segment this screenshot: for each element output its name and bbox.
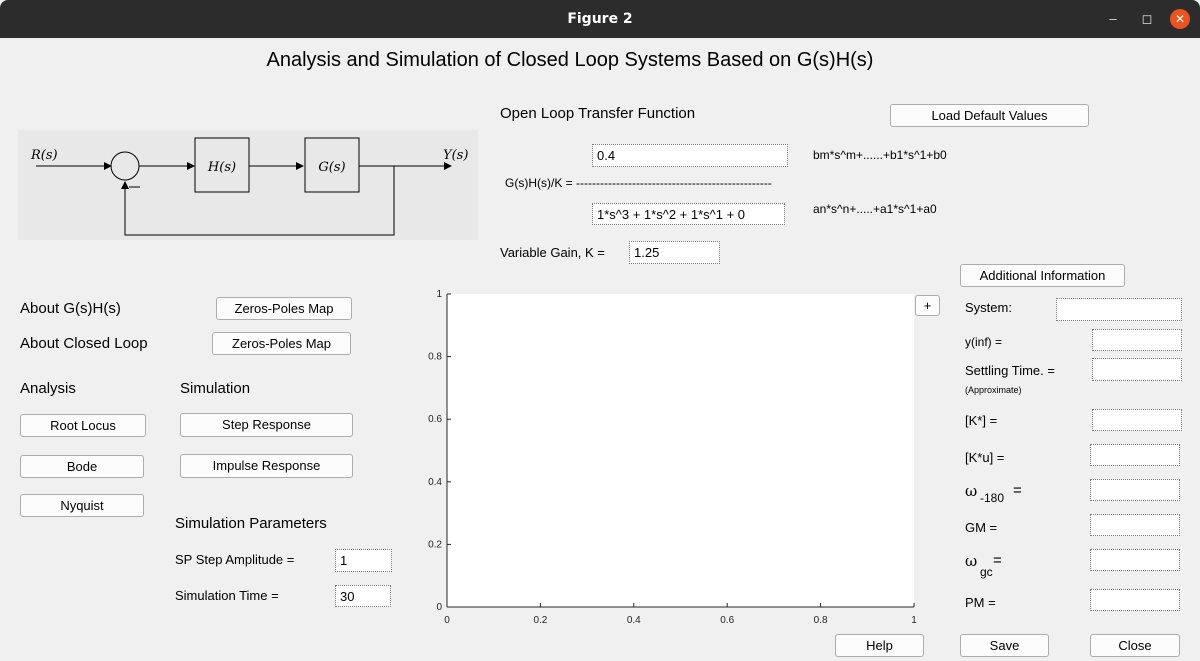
load-default-button[interactable]: Load Default Values [890,104,1089,127]
y-tick-label: 1 [436,289,442,300]
analysis-heading: Analysis [20,380,76,397]
h-block [194,137,250,193]
kstar-field [1092,409,1182,431]
yinf-field [1092,329,1182,351]
settling-time-field [1092,358,1182,381]
step-amp-field[interactable]: 1 [335,549,392,572]
omega-180-subscript: -180 [980,491,1005,505]
minimize-icon[interactable]: – [1109,11,1117,26]
y-tick-label: 0.8 [428,352,442,363]
expand-plot-button[interactable]: + [915,295,940,316]
ku-field [1090,444,1180,466]
nyquist-button[interactable]: Nyquist [20,494,144,517]
bode-button[interactable]: Bode [20,455,144,478]
simulation-heading: Simulation [180,380,251,397]
x-tick-label: 1 [911,615,917,626]
zeros-poles-gh-button[interactable]: Zeros-Poles Map [216,297,352,320]
omega-gc-symbol: ω [965,552,978,570]
y-tick-label: 0.4 [428,477,442,488]
impulse-response-button[interactable]: Impulse Response [180,454,353,478]
help-button[interactable]: Help [835,634,924,657]
maximize-icon[interactable]: ◻ [1141,11,1153,26]
x-tick-label: 0.8 [814,615,828,626]
g-block-label: G(s) [318,160,345,175]
page-title: Analysis and Simulation of Closed Loop S… [266,49,874,71]
numerator-field[interactable]: 0.4 [592,144,788,167]
about-gh-label: About G(s)H(s) [20,300,121,317]
denominator-hint: an*s^n+.....+a1*s^1+a0 [813,202,937,216]
plot-axes[interactable] [447,294,914,607]
close-icon[interactable]: ✕ [1170,9,1190,29]
fraction-label: G(s)H(s)/K = ---------------------------… [505,176,772,190]
omega-180-field [1090,479,1180,501]
sim-time-field[interactable]: 30 [335,585,391,607]
sim-params-heading: Simulation Parameters [175,515,327,532]
step-response-button[interactable]: Step Response [180,413,353,437]
omega-180-symbol: ω [965,482,978,500]
system-label: System: [965,300,1012,315]
y-tick-label: 0 [436,602,442,613]
denominator-field[interactable]: 1*s^3 + 1*s^2 + 1*s^1 + 0 [592,203,785,225]
g-block [304,137,360,193]
h-block-label: H(s) [207,160,236,175]
root-locus-button[interactable]: Root Locus [20,414,146,437]
y-tick-label: 0.6 [428,414,442,425]
settling-time-label: Settling Time. = [965,363,1055,378]
about-cl-label: About Closed Loop [20,335,148,352]
ku-label: [K*u] = [965,450,1005,465]
window-titlebar: Figure 2 – ◻ ✕ [0,0,1200,38]
x-tick-label: 0.6 [720,615,734,626]
omega-gc-field [1090,549,1180,571]
save-button[interactable]: Save [960,634,1049,657]
sim-time-label: Simulation Time = [175,588,279,603]
zeros-poles-cl-button[interactable]: Zeros-Poles Map [212,332,351,355]
approximate-note: (Approximate) [965,385,1022,395]
diagram-output-label: Y(s) [443,148,468,163]
y-tick-label: 0.2 [428,539,442,550]
diagram-input-label: R(s) [30,148,58,163]
numerator-hint: bm*s^m+......+b1*s^1+b0 [813,148,947,162]
kstar-label: [K*] = [965,413,998,428]
gm-label: GM = [965,520,998,535]
close-button[interactable]: Close [1090,634,1180,657]
gain-field[interactable]: 1.25 [629,241,720,264]
pm-label: PM = [965,595,996,610]
plot-axis-frame: 0 0.2 0.4 0.6 0.8 1 0 0.2 0.4 0.6 0.8 1 [428,289,917,626]
gm-field [1090,514,1180,536]
x-tick-label: 0.4 [627,615,641,626]
omega-gc-equals: = [993,552,1002,569]
omega-180-equals: = [1013,482,1022,499]
step-amp-label: SP Step Amplitude = [175,552,295,567]
system-field [1056,298,1182,321]
omega-gc-subscript: gc [980,565,993,579]
block-diagram: R(s) Y(s) H(s) G(s) [18,130,478,240]
tf-heading: Open Loop Transfer Function [500,105,696,122]
window-title: Figure 2 [567,11,633,27]
x-tick-label: 0 [444,615,450,626]
pm-field [1090,589,1180,611]
gain-label: Variable Gain, K = [500,245,605,260]
x-tick-label: 0.2 [533,615,547,626]
additional-info-button[interactable]: Additional Information [960,264,1125,287]
yinf-label: y(inf) = [965,335,1003,349]
